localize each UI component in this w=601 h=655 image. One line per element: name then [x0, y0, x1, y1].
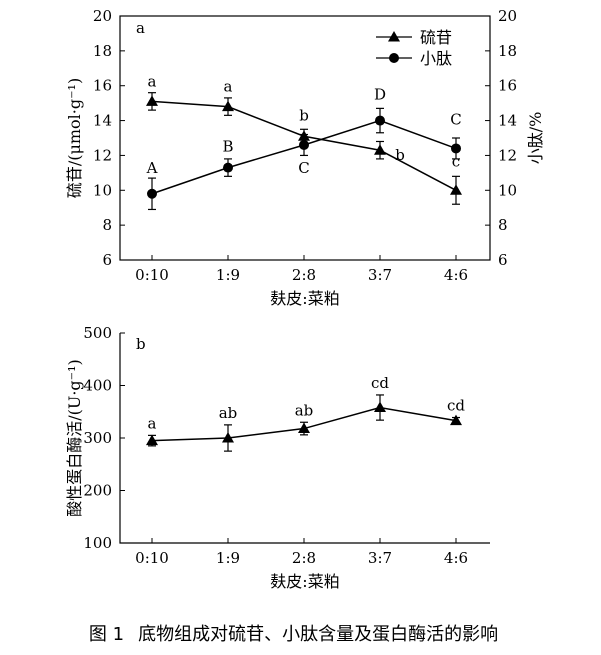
y-right-tick-label: 14: [498, 112, 517, 130]
data-point-s1: [147, 188, 157, 199]
y-left-tick-label: 8: [102, 216, 112, 234]
legend-marker-triangle: [388, 31, 400, 42]
y-axis-label: 酸性蛋白酶活/(U·g⁻¹): [65, 359, 84, 517]
data-point-s0: [146, 95, 158, 106]
significance-label-s1: A: [146, 159, 158, 177]
data-point-s0: [450, 184, 462, 195]
chart-panel-a: 6 6 8 8 10 10 12 12 14 14 16 16 18 18 20 20 0:10 1:9 2:8 3:…: [65, 7, 545, 308]
panel-label: a: [136, 19, 145, 37]
y-left-tick-label: 12: [93, 146, 112, 164]
x-tick-label: 4:6: [444, 266, 468, 284]
data-point: [374, 401, 386, 413]
y-tick-label: 100: [83, 534, 112, 552]
significance-label: ab: [295, 401, 314, 419]
panel-label: b: [136, 335, 146, 353]
x-axis-label: 麸皮:菜粕: [270, 572, 339, 591]
axis-lines: [119, 333, 490, 544]
y-axis-right-label: 小肽/%: [526, 112, 545, 165]
data-point-s1: [299, 139, 309, 150]
y-right-tick-label: 20: [498, 7, 517, 25]
x-tick-label: 1:9: [216, 266, 240, 284]
data-point-s1: [451, 143, 461, 154]
y-right-tick-label: 10: [498, 181, 517, 199]
significance-label-s0: a: [148, 72, 157, 90]
data-point: [222, 432, 234, 443]
y-tick-label: 300: [83, 429, 112, 447]
data-point: [298, 422, 310, 434]
significance-label-s1: B: [222, 138, 233, 156]
legend-label-s2: 小肽: [420, 49, 452, 68]
chart-panel-b: 100 200 300 400 500 0:10 1:9 2:8 3:7 4:6 麸皮:菜粕 酸性蛋白…: [65, 324, 490, 591]
y-axis-left-label: 硫苷/(μmol·g⁻¹): [65, 78, 84, 198]
y-right-tick-label: 6: [498, 251, 508, 269]
x-tick-label: 2:8: [292, 266, 316, 284]
significance-label: ab: [219, 404, 238, 422]
y-tick-label: 400: [83, 377, 112, 395]
y-left-tick-label: 6: [102, 251, 112, 269]
data-point: [146, 434, 158, 446]
x-tick-label: 2:8: [292, 549, 316, 567]
y-tick-label: 200: [83, 482, 112, 500]
data-point-s1: [375, 115, 385, 126]
y-left-tick-label: 14: [93, 112, 112, 130]
significance-label-s0: b: [395, 146, 405, 164]
figure-caption: 图 1 底物组成对硫苷、小肽含量及蛋白酶活的影响: [0, 620, 601, 646]
legend-marker-circle: [389, 53, 399, 63]
significance-label: cd: [447, 397, 465, 415]
significance-label-s0: c: [452, 152, 460, 170]
y-right-tick-label: 16: [498, 77, 517, 95]
y-left-tick-label: 18: [93, 42, 112, 60]
figure-caption-text: 底物组成对硫苷、小肽含量及蛋白酶活的影响: [138, 624, 499, 645]
y-tick-label: 500: [83, 324, 112, 342]
significance-label: a: [148, 414, 157, 432]
x-tick-label: 3:7: [368, 266, 392, 284]
y-left-tick-label: 20: [93, 7, 112, 25]
data-point-s0: [374, 144, 386, 155]
significance-label-s0: b: [299, 106, 309, 124]
data-point: [450, 414, 462, 426]
x-tick-label: 1:9: [216, 549, 240, 567]
y-right-tick-label: 8: [498, 216, 508, 234]
y-left-tick-label: 10: [93, 181, 112, 199]
significance-label-s1: D: [374, 86, 386, 104]
significance-label-s1: C: [298, 159, 309, 177]
x-tick-label: 0:10: [135, 266, 169, 284]
significance-label-s1: C: [450, 110, 461, 128]
significance-label: cd: [371, 374, 389, 392]
data-point-s1: [223, 162, 233, 173]
x-tick-label: 3:7: [368, 549, 392, 567]
y-right-tick-label: 12: [498, 146, 517, 164]
x-axis-label: 麸皮:菜粕: [270, 289, 339, 308]
figure-caption-label: 图 1: [88, 624, 125, 645]
legend-label-s1: 硫苷: [420, 28, 452, 47]
x-tick-label: 4:6: [444, 549, 468, 567]
significance-label-s0: a: [224, 78, 233, 96]
y-left-tick-label: 16: [93, 77, 112, 95]
x-tick-label: 0:10: [135, 549, 169, 567]
plot-frame: [119, 15, 491, 261]
data-point-s0: [222, 100, 234, 112]
y-right-tick-label: 18: [498, 42, 517, 60]
